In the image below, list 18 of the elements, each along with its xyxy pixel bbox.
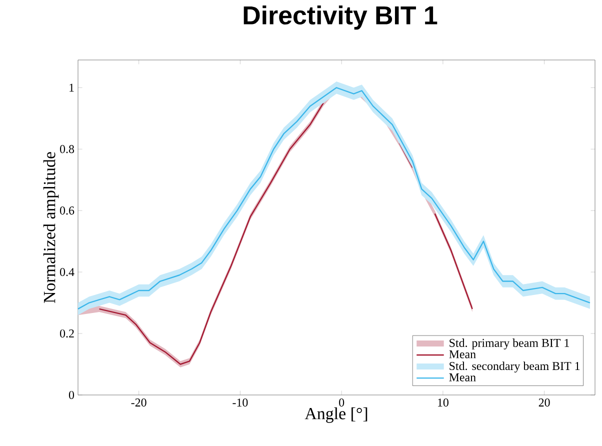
y-tick-label: 0.6 xyxy=(60,206,74,215)
annotation: Std. primary beam BIT 1 xyxy=(450,338,569,350)
y-tick-label: 1 xyxy=(70,84,74,92)
y-tick-label: 0.2 xyxy=(60,329,74,338)
x-tick-label: 20 xyxy=(538,398,550,407)
x-axis-title: Angle [°] xyxy=(304,407,368,423)
y-tick-label: 0 xyxy=(68,390,74,400)
y-axis-title: Normalized amplitude xyxy=(43,152,59,303)
x-tick-label: -10 xyxy=(232,398,248,407)
x-tick-label: 0 xyxy=(339,398,344,407)
x-tick-label: -20 xyxy=(131,398,146,407)
chart-title: Directivity BIT 1 xyxy=(244,6,438,30)
y-tick-label: 0.8 xyxy=(60,145,74,154)
x-tick-label: 10 xyxy=(438,398,448,407)
legend-label: Mean xyxy=(449,350,476,358)
legend-label: Mean xyxy=(449,373,476,382)
annotation: Std. secondary beam BIT 1 xyxy=(450,362,580,373)
y-tick-label: 0.4 xyxy=(60,268,74,276)
